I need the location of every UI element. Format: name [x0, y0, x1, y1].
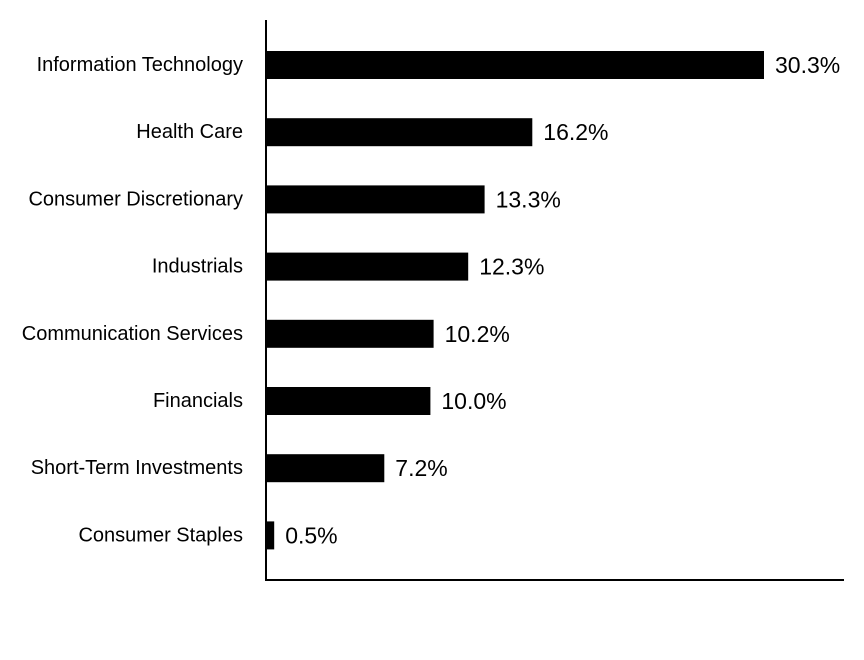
category-label-information-technology: Information Technology: [37, 54, 243, 76]
value-label-financials: 10.0%: [441, 388, 506, 414]
bar-information-technology: [266, 51, 764, 79]
value-label-consumer-discretionary: 13.3%: [496, 186, 561, 212]
category-label-financials: Financials: [153, 390, 243, 412]
category-label-consumer-staples: Consumer Staples: [78, 524, 243, 546]
value-label-communication-services: 10.2%: [445, 321, 510, 347]
value-label-health-care: 16.2%: [543, 119, 608, 145]
category-label-health-care: Health Care: [136, 121, 243, 143]
chart-axes: [265, 20, 844, 581]
value-label-consumer-staples: 0.5%: [285, 522, 337, 548]
bar-industrials: [266, 252, 469, 281]
category-label-group: Information Technology Health Care Consume…: [22, 54, 243, 546]
value-label-short-term-investments: 7.2%: [395, 455, 447, 481]
category-label-industrials: Industrials: [152, 256, 243, 278]
category-label-short-term-investments: Short-Term Investments: [31, 457, 243, 479]
bar-financials: [266, 387, 431, 415]
bar-communication-services: [266, 319, 434, 348]
value-label-information-technology: 30.3%: [775, 52, 840, 78]
value-label-industrials: 12.3%: [479, 254, 544, 280]
category-label-consumer-discretionary: Consumer Discretionary: [28, 188, 243, 210]
bar-health-care: [266, 118, 533, 147]
category-label-communication-services: Communication Services: [22, 323, 243, 345]
bar-group: [266, 51, 764, 550]
bar-consumer-discretionary: [266, 185, 485, 214]
bar-short-term-investments: [266, 454, 385, 483]
value-label-group: 30.3% 16.2% 13.3% 12.3% 10.2% 10.0% 7.2% 0.5%: [285, 52, 840, 548]
bar-consumer-staples: [266, 521, 275, 550]
